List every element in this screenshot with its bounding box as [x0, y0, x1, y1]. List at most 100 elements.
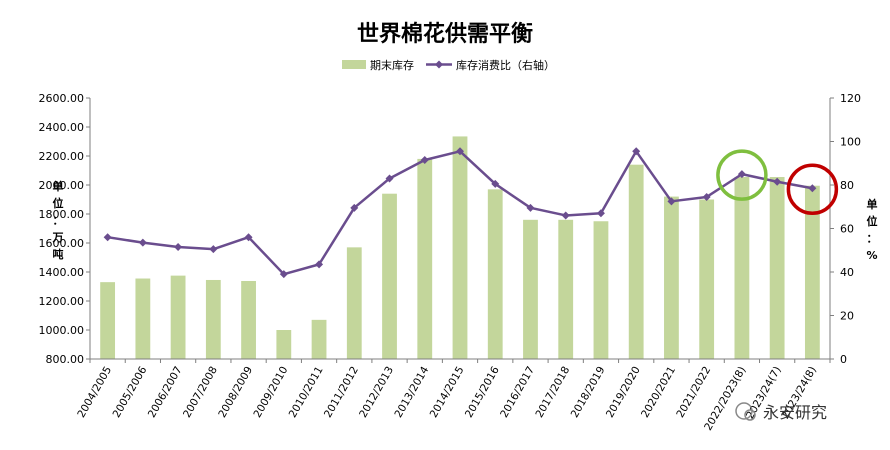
line-point-5: [279, 270, 288, 279]
right-axis-ticks: 0 20 40 60 80 100 120: [840, 92, 861, 366]
right-tick-label-5: 100: [840, 136, 861, 149]
line-point-7: [350, 203, 359, 212]
line-point-0: [103, 233, 112, 242]
right-tick-label-6: 120: [840, 92, 861, 105]
left-tick-label-5: 1800.00: [39, 208, 85, 221]
right-unit-char-3: %: [866, 249, 877, 262]
legend-swatch-bar: [342, 60, 366, 69]
line-point-15: [632, 147, 641, 156]
line-point-3: [209, 245, 218, 254]
line-point-1: [138, 238, 147, 247]
watermark: 永安研究: [735, 402, 827, 422]
left-tick-label-7: 2200.00: [39, 150, 85, 163]
x-tick-label-14: 2018/2019: [569, 365, 608, 420]
bar-14: [593, 221, 609, 359]
right-tick-label-1: 20: [840, 310, 854, 323]
line-point-6: [315, 260, 324, 269]
x-tick-label-9: 2013/2014: [392, 364, 431, 420]
line-point-12: [526, 203, 535, 212]
x-tick-label-12: 2016/2017: [498, 365, 537, 420]
highlight-circles: [716, 149, 839, 216]
bar-5: [276, 330, 292, 359]
bar-8: [382, 193, 397, 359]
line-point-17: [702, 192, 711, 201]
bar-2: [170, 275, 186, 359]
left-unit-char-3: 万: [52, 231, 64, 244]
axes: [86, 97, 834, 363]
line-point-11: [491, 179, 500, 188]
x-tick-label-2: 2006/2007: [146, 365, 185, 420]
bar-4: [241, 280, 256, 359]
x-tick-label-1: 2005/2006: [111, 364, 150, 420]
left-axis-ticks: 800.00 1000.00 1200.00 1400.00 1600.00 1800.0…: [39, 92, 85, 366]
highlight-circle-0: [716, 149, 768, 201]
right-unit-char-0: 单: [867, 197, 878, 211]
line-point-9: [420, 155, 429, 164]
bar-19: [769, 177, 785, 359]
bar-17: [699, 199, 715, 359]
bar-18: [734, 177, 750, 359]
line-point-13: [561, 211, 570, 220]
bar-7: [346, 247, 362, 359]
bar-9: [417, 158, 433, 359]
bar-3: [205, 279, 221, 359]
x-tick-label-13: 2017/2018: [533, 365, 572, 420]
line-point-20: [808, 184, 817, 193]
x-tick-label-8: 2012/2013: [357, 365, 396, 420]
bar-15: [628, 164, 644, 359]
line-point-4: [244, 233, 253, 242]
x-tick-label-6: 2010/2011: [287, 365, 326, 420]
left-tick-label-4: 1600.00: [39, 237, 85, 250]
left-unit-char-2: ：: [53, 214, 64, 227]
x-tick-label-17: 2021/2022: [674, 365, 713, 420]
x-tick-label-4: 2008/2009: [216, 365, 255, 420]
x-axis-ticks: 2004/20052005/20062006/20072007/20082008…: [75, 364, 819, 433]
x-tick-label-15: 2019/2020: [604, 365, 643, 420]
x-tick-label-5: 2009/2010: [252, 365, 291, 420]
right-tick-label-0: 0: [840, 353, 847, 366]
legend-marker: [435, 60, 443, 69]
x-tick-label-11: 2015/2016: [463, 364, 502, 420]
legend-label-line: 库存消费比（右轴）: [456, 58, 555, 72]
right-tick-label-2: 40: [840, 266, 854, 279]
bar-20: [804, 185, 820, 359]
left-tick-label-8: 2400.00: [39, 121, 85, 134]
bar-10: [452, 136, 468, 359]
watermark-text: 永安研究: [763, 403, 827, 422]
chart-title: 世界棉花供需平衡: [357, 21, 533, 47]
bar-0: [100, 282, 116, 359]
right-unit-char-2: ：: [867, 232, 878, 245]
left-unit-char-1: 位: [53, 196, 64, 210]
bar-11: [487, 189, 503, 359]
left-unit-char-4: 吨: [53, 247, 64, 261]
watermark-logo-icon-inner: [744, 409, 756, 421]
bar-16: [664, 196, 679, 359]
left-axis-unit: 单位 ： 万吨: [52, 179, 64, 261]
left-tick-label-6: 2000.00: [39, 179, 85, 192]
left-tick-label-9: 2600.00: [39, 92, 85, 105]
line-point-10: [456, 147, 464, 156]
line-point-19: [773, 177, 782, 186]
left-tick-label-1: 1000.00: [39, 324, 85, 337]
left-unit-char-0: 单: [53, 179, 64, 193]
bar-6: [311, 319, 327, 359]
line-point-8: [385, 174, 394, 183]
line-point-18: [737, 170, 746, 179]
right-unit-char-1: 位: [867, 214, 878, 228]
legend: 期末库存 库存消费比（右轴）: [342, 58, 555, 72]
bar-series: [100, 136, 820, 359]
right-tick-label-3: 60: [840, 223, 854, 236]
x-tick-label-16: 2020/2021: [639, 365, 678, 420]
line-series: [103, 147, 817, 279]
x-tick-label-0: 2004/2005: [75, 365, 114, 420]
legend-label-bar: 期末库存: [370, 58, 414, 72]
x-tick-label-3: 2007/2008: [181, 365, 220, 420]
x-tick-label-7: 2011/2012: [322, 365, 361, 420]
line-point-16: [667, 197, 676, 206]
bar-1: [135, 278, 151, 359]
line-point-2: [174, 242, 183, 251]
highlight-circle-1: [786, 163, 839, 216]
bar-12: [523, 219, 538, 359]
line-point-14: [596, 209, 605, 218]
